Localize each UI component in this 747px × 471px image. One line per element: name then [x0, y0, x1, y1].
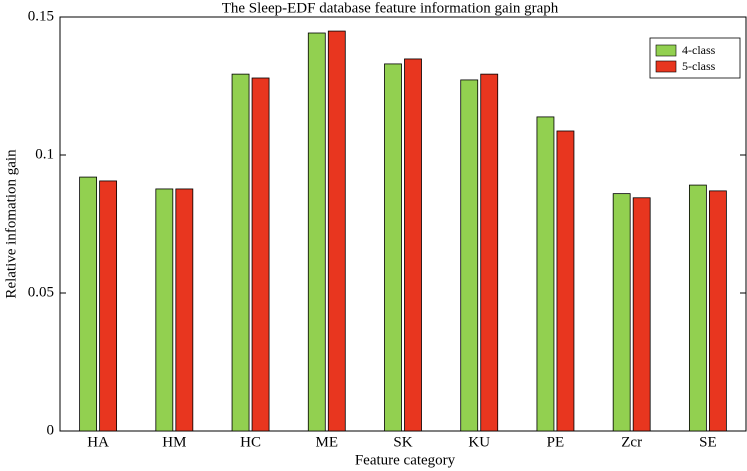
bar — [307, 32, 326, 432]
legend-swatch — [655, 44, 677, 57]
bar — [688, 184, 707, 432]
bar — [327, 30, 346, 432]
plot-frame — [59, 16, 747, 432]
bar — [155, 188, 174, 432]
bar — [480, 73, 499, 432]
x-tick-label: SK — [393, 434, 412, 450]
bar — [612, 193, 631, 432]
legend-label: 5-class — [682, 59, 716, 73]
x-tick-label: HA — [87, 434, 109, 450]
bar — [460, 79, 479, 432]
bar — [231, 73, 250, 432]
x-tick-label: HC — [240, 434, 261, 450]
x-tick-label: PE — [547, 434, 565, 450]
bar — [556, 130, 575, 432]
x-axis-label: Feature category — [355, 452, 456, 468]
x-tick-label: Zcr — [621, 434, 642, 450]
x-tick-label: SE — [699, 434, 717, 450]
bar — [99, 180, 118, 432]
legend-swatch — [655, 60, 677, 73]
chart-title: The Sleep-EDF database feature informati… — [222, 0, 559, 16]
x-tick-label: KU — [468, 434, 490, 450]
bar — [536, 116, 555, 432]
y-tick-label: 0.1 — [35, 146, 54, 162]
bar — [404, 58, 422, 432]
bar — [708, 190, 727, 432]
y-tick-label: 0.15 — [28, 8, 54, 24]
bar — [251, 77, 270, 432]
x-tick-label: ME — [316, 434, 339, 450]
y-tick-label: 0 — [47, 422, 55, 438]
bar — [632, 197, 651, 432]
y-axis-label: Relative infomation gain — [3, 149, 19, 299]
y-tick-label: 0.05 — [28, 284, 54, 300]
x-tick-label: HM — [162, 434, 186, 450]
legend-label: 4-class — [682, 43, 716, 57]
bar — [79, 176, 98, 432]
bar — [384, 63, 402, 432]
bar — [175, 188, 194, 432]
